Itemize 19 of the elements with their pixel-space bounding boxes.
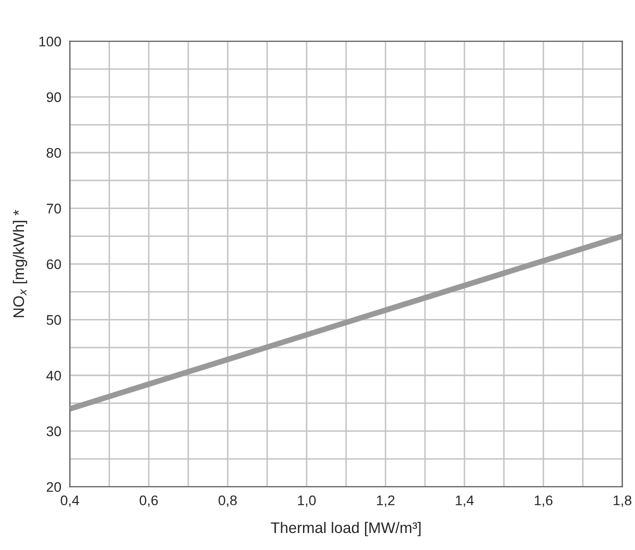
- y-tick-label: 50: [46, 315, 61, 325]
- y-tick-label: 40: [46, 370, 61, 381]
- y-tick-label: 90: [46, 92, 61, 102]
- x-tick-label: 0,4: [60, 495, 80, 507]
- y-tick-label: 80: [46, 148, 61, 158]
- x-tick-label: 0,6: [140, 495, 158, 507]
- x-tick-label: 1,2: [376, 495, 394, 507]
- x-tick-label: 1,0: [298, 495, 316, 507]
- y-tick-label: 100: [39, 36, 61, 46]
- y-tick-label: 60: [46, 259, 61, 270]
- x-axis-title: Thermal load [MW/m³]: [270, 522, 421, 536]
- x-tick-label: 1,6: [534, 495, 552, 507]
- y-tick-label: 20: [46, 482, 61, 492]
- y-tick-label: 70: [46, 204, 61, 214]
- y-axis-title: NO$_{x}$ [mg/kWh] *: [12, 210, 28, 318]
- x-tick-label: 1,4: [456, 496, 474, 507]
- x-tick-label: 1,8: [614, 495, 632, 507]
- y-tick-label: 30: [46, 426, 61, 436]
- x-tick-label: 0,8: [218, 495, 237, 507]
